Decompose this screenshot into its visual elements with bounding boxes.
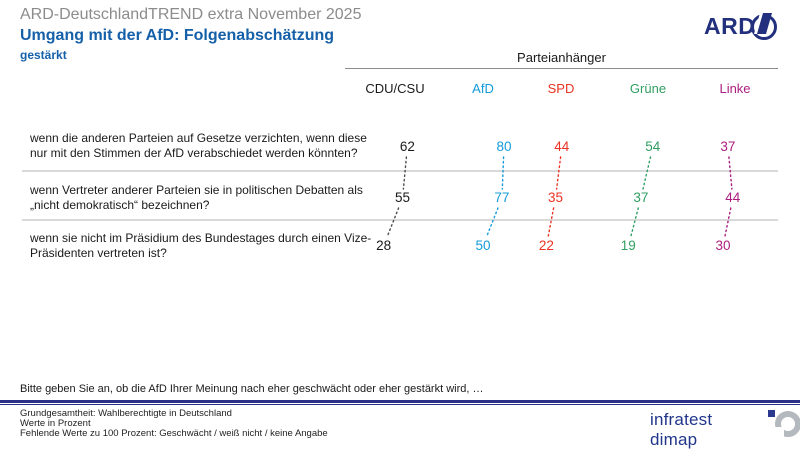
- value-cdu-csu-row-2: 55: [394, 190, 411, 205]
- column-header-afd: AfD: [472, 81, 494, 96]
- value-linke-row-3: 30: [715, 238, 731, 253]
- trend-line-afd-1: [501, 156, 505, 190]
- value-spd-row-1: 44: [554, 139, 570, 154]
- footnote: Bitte geben Sie an, ob die AfD Ihrer Mei…: [20, 383, 484, 395]
- value-afd-row-1: 80: [496, 139, 512, 154]
- infratest-dimap-logo-icon: [767, 410, 800, 437]
- divider-rule-thick: [0, 400, 800, 403]
- row-separator-2: [22, 219, 778, 221]
- column-header-linke: Linke: [719, 81, 751, 96]
- trend-line-spd-1: [555, 156, 562, 190]
- value-spd-row-2: 35: [547, 190, 564, 205]
- trend-line-linke-2: [724, 207, 732, 238]
- value-afd-row-2: 77: [494, 190, 510, 205]
- page-subtitle: gestärkt: [20, 48, 67, 62]
- trend-line-spd-2: [547, 207, 555, 238]
- supertitle: ARD-DeutschlandTREND extra November 2025: [20, 6, 362, 23]
- value-linke-row-2: 44: [725, 190, 741, 205]
- column-header-cdu-csu: CDU/CSU: [365, 81, 425, 96]
- value-cdu-csu-row-1: 62: [399, 139, 415, 154]
- column-group-header: Parteianhänger: [517, 50, 606, 65]
- column-header-spd: SPD: [547, 81, 575, 96]
- trend-line-cdu-csu-1: [402, 156, 408, 190]
- value-gr-ne-row-2: 37: [633, 190, 649, 205]
- question-row-3: wenn sie nicht im Präsidium des Bundesta…: [30, 231, 372, 260]
- divider-rule-thin: [0, 404, 800, 405]
- infratest-dimap-brand: infratest dimap: [650, 410, 800, 450]
- question-row-1: wenn die anderen Parteien auf Gesetze ve…: [30, 131, 367, 160]
- trend-line-afd-2: [485, 207, 499, 238]
- footer-note-2: Werte in Prozent: [20, 418, 91, 429]
- value-linke-row-1: 37: [720, 139, 736, 154]
- value-afd-row-3: 50: [475, 238, 491, 253]
- ard-logo: ARD: [704, 13, 777, 43]
- trend-line-gr-ne-2: [630, 207, 639, 238]
- question-row-2: wenn Vertreter anderer Parteien sie in p…: [30, 183, 363, 212]
- trend-line-cdu-csu-2: [386, 207, 400, 238]
- value-cdu-csu-row-3: 28: [376, 238, 392, 253]
- row-separator-1: [22, 170, 778, 172]
- brand-text: infratest dimap: [650, 410, 713, 449]
- value-spd-row-3: 22: [538, 238, 554, 253]
- ard-one-icon: [751, 13, 777, 40]
- value-gr-ne-row-3: 19: [620, 238, 636, 253]
- ard-logo-text: ARD: [704, 13, 756, 39]
- page-title: Umgang mit der AfD: Folgenabschätzung: [20, 27, 335, 44]
- column-header-gr-ne: Grüne: [629, 81, 667, 96]
- footer-note-1: Grundgesamtheit: Wahlberechtigte in Deut…: [20, 408, 232, 419]
- trend-line-gr-ne-1: [642, 156, 652, 190]
- value-gr-ne-row-1: 54: [645, 139, 661, 154]
- header-underline: [345, 68, 778, 69]
- footer-note-3: Fehlende Werte zu 100 Prozent: Geschwäch…: [20, 428, 328, 439]
- trend-line-linke-1: [728, 156, 733, 190]
